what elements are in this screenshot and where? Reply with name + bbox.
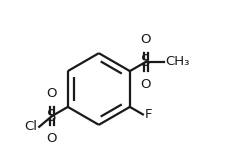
Text: O: O xyxy=(140,78,150,91)
Text: S: S xyxy=(140,54,150,69)
Text: O: O xyxy=(47,87,57,100)
Text: Cl: Cl xyxy=(24,120,37,133)
Text: O: O xyxy=(47,132,57,145)
Text: F: F xyxy=(144,108,151,121)
Text: CH₃: CH₃ xyxy=(164,55,188,68)
Text: O: O xyxy=(140,33,150,46)
Text: S: S xyxy=(47,109,56,124)
